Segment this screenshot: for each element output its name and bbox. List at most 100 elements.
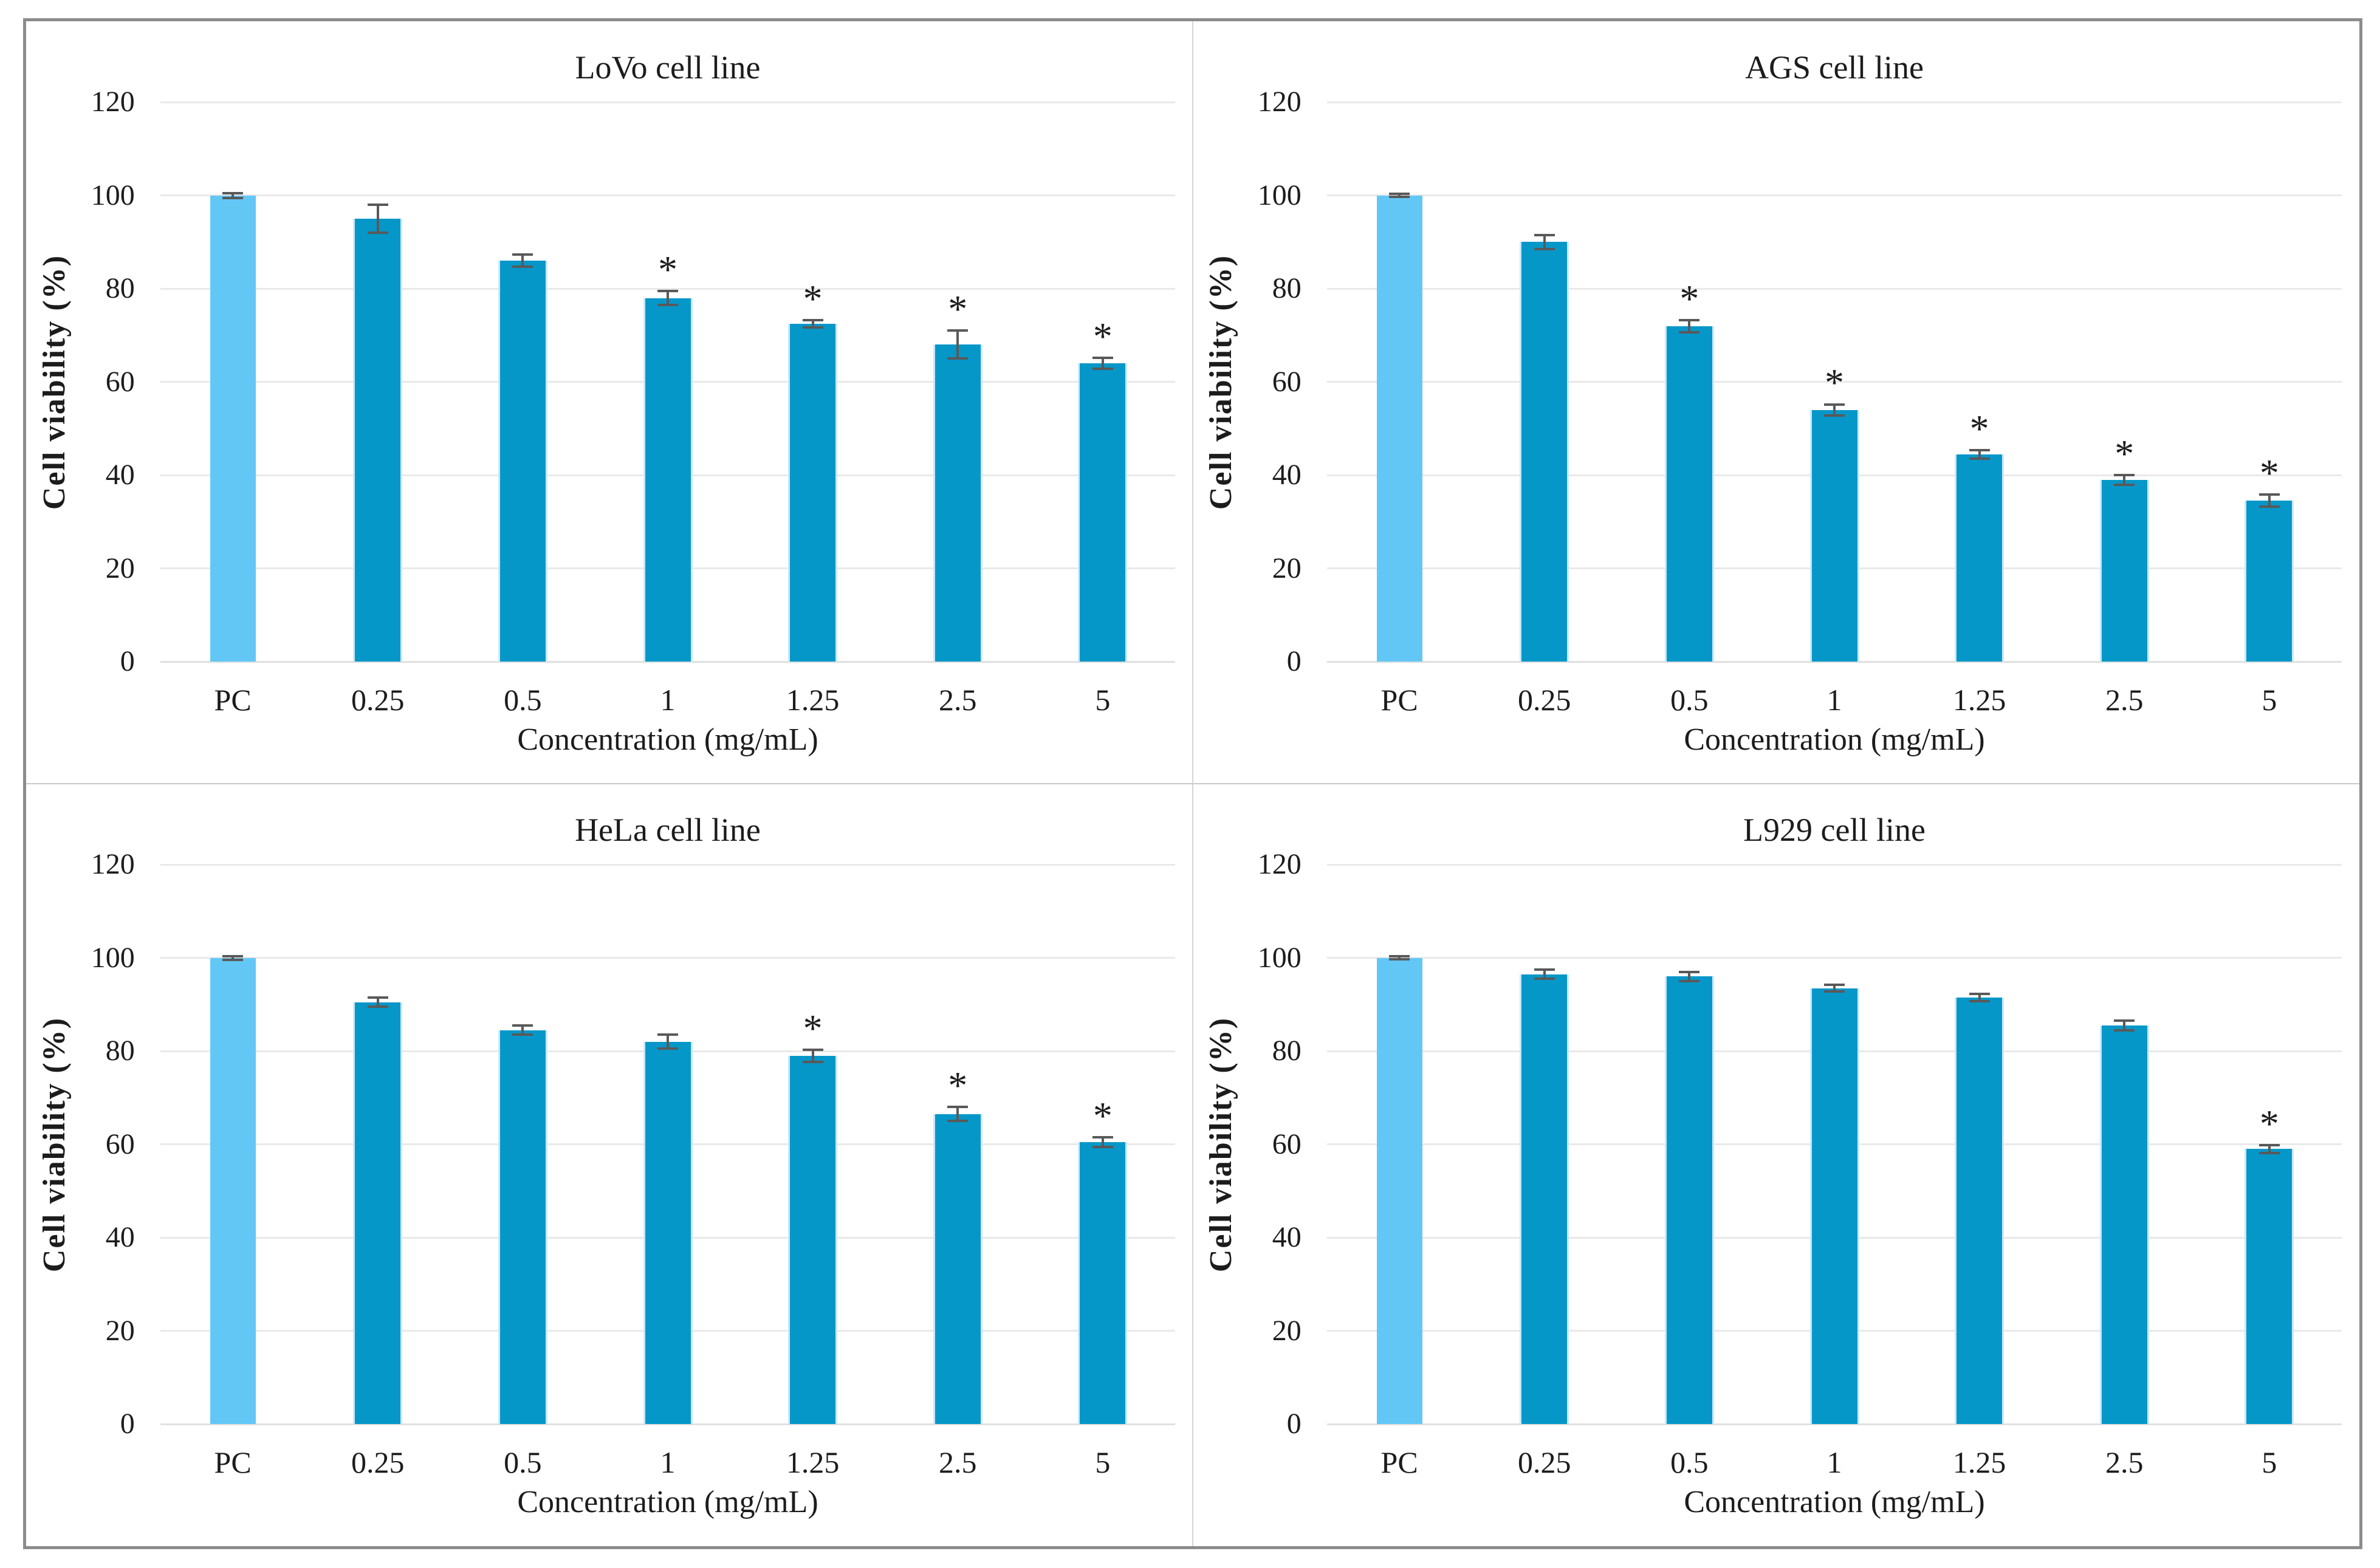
error-bar xyxy=(376,997,379,1007)
y-tick-label: 0 xyxy=(1286,645,1301,678)
error-bar-cap xyxy=(367,231,388,235)
y-tick-label: 60 xyxy=(1272,365,1301,398)
y-tick-label: 40 xyxy=(105,459,135,491)
error-bar-cap xyxy=(1969,992,1990,995)
error-bar xyxy=(2268,495,2271,507)
error-bar-cap xyxy=(512,1024,533,1027)
bar xyxy=(1376,957,1422,1425)
gridline xyxy=(160,287,1176,290)
significance-asterisk: * xyxy=(2114,432,2135,476)
x-tick-label: 0.5 xyxy=(1670,1445,1709,1480)
error-bar xyxy=(231,956,235,960)
bar xyxy=(1809,409,1859,662)
error-bar xyxy=(956,1107,959,1121)
gridline xyxy=(160,957,1176,959)
error-bar-cap xyxy=(512,253,533,256)
x-tick-label: 5 xyxy=(1095,1445,1111,1480)
error-bar-cap xyxy=(802,1048,823,1051)
error-bar-cap xyxy=(1824,984,1845,987)
error-bar-cap xyxy=(1679,970,1700,973)
significance-asterisk: * xyxy=(658,247,677,291)
significance-asterisk: * xyxy=(2259,1102,2279,1146)
error-bar xyxy=(1978,993,1981,1002)
significance-asterisk: * xyxy=(1825,361,1844,405)
error-bar xyxy=(1978,450,1981,459)
error-bar-cap xyxy=(1389,195,1410,198)
error-bar-cap xyxy=(1534,968,1555,971)
x-axis-title: Concentration (mg/mL) xyxy=(517,1485,818,1520)
y-tick-label: 120 xyxy=(1257,86,1301,118)
gridline xyxy=(1326,957,2342,959)
x-axis-title: Concentration (mg/mL) xyxy=(1684,722,1985,758)
x-tick-label: 0.5 xyxy=(1670,683,1709,717)
y-tick-label: 80 xyxy=(105,1035,135,1067)
error-bar xyxy=(521,255,524,267)
error-bar xyxy=(667,1035,669,1049)
error-bar-cap xyxy=(1969,457,1990,460)
error-bar-cap xyxy=(1389,193,1410,196)
error-bar-cap xyxy=(222,196,244,199)
panel-l929: L929 cell line Cell viability (%) 0 20 40 6… xyxy=(1193,784,2359,1546)
x-tick-label: PC xyxy=(214,683,252,717)
error-bar-cap xyxy=(1534,247,1555,250)
y-tick-label: 120 xyxy=(91,848,135,881)
error-bar-cap xyxy=(367,204,388,207)
y-axis-title: Cell viability (%) xyxy=(37,254,72,510)
error-bar-cap xyxy=(2114,1019,2135,1022)
error-bar xyxy=(1833,985,1836,991)
y-tick-label: 80 xyxy=(105,272,135,305)
x-tick-label: 2.5 xyxy=(939,683,977,717)
x-tick-label: 1.25 xyxy=(1952,683,2006,717)
error-bar-cap xyxy=(1969,1000,1990,1003)
error-bar-cap xyxy=(802,1060,823,1063)
error-bar-cap xyxy=(1534,233,1555,236)
y-tick-label: 120 xyxy=(1257,848,1301,881)
y-tick-label: 60 xyxy=(1272,1128,1301,1160)
chart-title: LoVo cell line xyxy=(575,49,761,86)
bar xyxy=(1664,976,1714,1425)
error-bar xyxy=(811,320,814,327)
error-bar-cap xyxy=(1679,330,1700,334)
error-bar-cap xyxy=(2258,1144,2280,1147)
y-tick-label: 20 xyxy=(105,552,135,584)
error-bar-cap xyxy=(2258,505,2280,508)
error-bar-cap xyxy=(947,357,969,360)
x-axis-title: Concentration (mg/mL) xyxy=(1684,1485,1985,1520)
x-axis-line xyxy=(1326,1423,2342,1425)
error-bar xyxy=(1543,235,1546,249)
error-bar-cap xyxy=(2114,483,2135,486)
error-bar-cap xyxy=(1824,414,1845,417)
x-tick-label: 1.25 xyxy=(786,683,840,717)
error-bar-cap xyxy=(2258,1151,2280,1154)
x-tick-label: 0.25 xyxy=(351,683,405,717)
bar xyxy=(1809,988,1859,1425)
error-bar xyxy=(667,291,669,306)
error-bar xyxy=(2268,1145,2271,1153)
x-tick-label: 1 xyxy=(1826,1445,1842,1480)
bar xyxy=(498,261,547,662)
plot-area: 0 20 40 60 80 100 120 PC 0.25 0.5 1 * 1.25 * 2.5 * 5 xyxy=(91,850,1176,1479)
bar xyxy=(210,195,256,662)
y-tick-label: 100 xyxy=(1257,179,1301,211)
error-bar xyxy=(1543,969,1546,979)
x-tick-label: 1 xyxy=(660,1445,676,1480)
x-tick-label: 1 xyxy=(1826,683,1842,717)
bar xyxy=(1955,454,2004,662)
y-axis-title: Cell viability (%) xyxy=(1204,254,1239,510)
gridline xyxy=(1326,194,2342,197)
error-bar-cap xyxy=(657,1047,678,1050)
plot-area: 0 20 40 60 80 100 120 PC 0.25 0.5 1 1.25 2.5 * 5 xyxy=(1258,850,2342,1479)
y-tick-label: 40 xyxy=(1272,459,1301,491)
bar xyxy=(1078,363,1128,662)
y-tick-label: 60 xyxy=(105,1128,135,1160)
y-tick-label: 100 xyxy=(91,179,135,211)
error-bar-cap xyxy=(222,958,244,961)
error-bar-cap xyxy=(1824,990,1845,993)
significance-asterisk: * xyxy=(803,276,823,320)
error-bar-cap xyxy=(1824,403,1845,406)
error-bar xyxy=(1688,971,1691,982)
panel-lovo: LoVo cell line Cell viability (%) 0 20 40 6… xyxy=(26,21,1193,784)
error-bar xyxy=(231,193,235,198)
x-tick-label: PC xyxy=(1380,683,1418,717)
y-tick-label: 20 xyxy=(1272,1314,1301,1347)
